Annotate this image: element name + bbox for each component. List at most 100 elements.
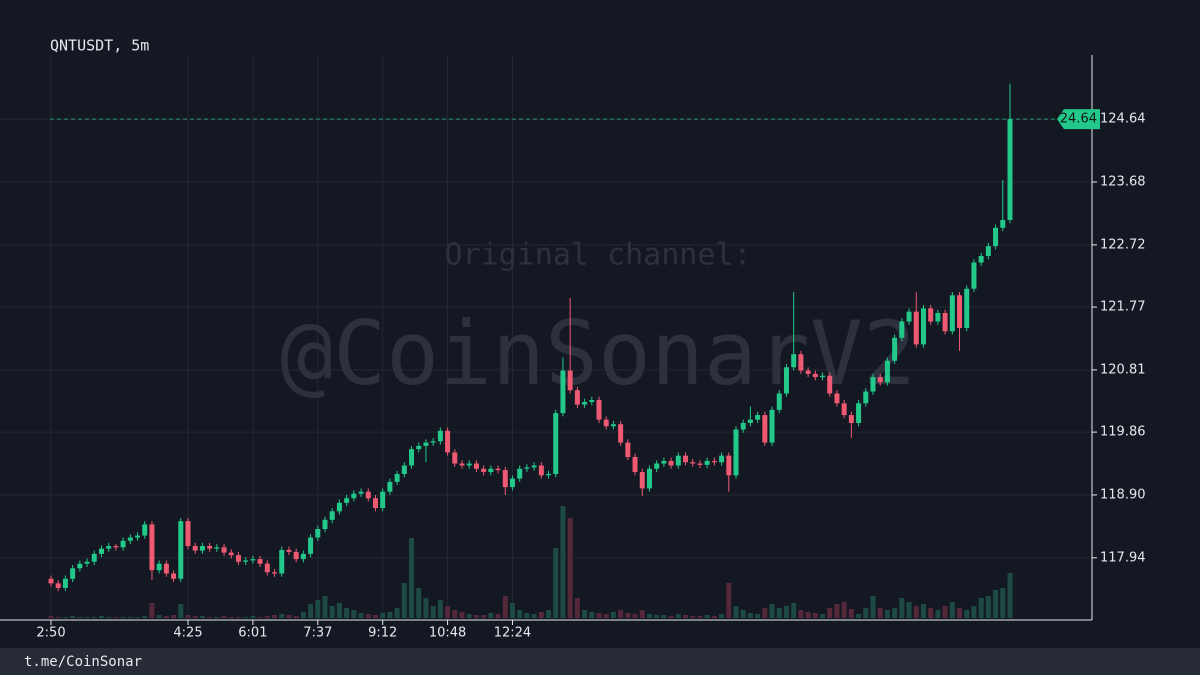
volume-bar (683, 615, 689, 618)
candle-body (654, 463, 660, 469)
candle-body (185, 521, 191, 547)
volume-bar (892, 608, 898, 618)
volume-bar (603, 614, 609, 618)
volume-bar (423, 598, 429, 618)
volume-bar (481, 615, 487, 618)
volume-bar (185, 615, 191, 618)
volume-bar (113, 617, 119, 618)
candle-body (957, 295, 963, 329)
volume-bar (675, 614, 681, 618)
candle-body (329, 511, 335, 520)
volume-bar (928, 608, 934, 618)
footer-link: t.me/CoinSonar (24, 654, 142, 670)
volume-bar (812, 613, 818, 618)
volume-bar (430, 606, 436, 618)
volume-bar (625, 613, 631, 618)
candle-body (437, 430, 443, 442)
candle-body (70, 568, 76, 579)
candle-body (675, 455, 681, 466)
volume-bar (589, 612, 595, 618)
candle-body (884, 360, 890, 383)
candle-body (308, 537, 314, 554)
volume-bar (120, 617, 126, 618)
y-tick-label: 117.94 (1100, 550, 1146, 565)
volume-bar (856, 614, 862, 618)
candle-body (704, 460, 710, 465)
candle-body (942, 312, 948, 332)
candle-body (517, 468, 523, 479)
watermark-line1: Original channel: (444, 238, 751, 273)
volume-bar (704, 615, 710, 618)
candle-body (949, 295, 955, 332)
volume-bar (322, 596, 328, 618)
candle-body (610, 424, 616, 427)
volume-bar (84, 617, 90, 618)
candle-body (546, 474, 552, 476)
candle-body (625, 442, 631, 457)
volume-bar (445, 606, 451, 618)
volume-bar (639, 610, 645, 618)
volume-bar (870, 596, 876, 618)
candle-body (820, 375, 826, 378)
candle-body (286, 549, 292, 552)
volume-bar (98, 616, 104, 618)
chart-title: QNTUSDT, 5m (50, 37, 149, 55)
candle-body (560, 370, 566, 414)
volume-bar (935, 610, 941, 618)
candle-body (856, 403, 862, 423)
volume-bar (711, 616, 717, 618)
volume-bar (171, 615, 177, 618)
volume-bar (127, 617, 133, 618)
candle-body (1000, 219, 1006, 228)
volume-bar (452, 610, 458, 618)
volume-bar (293, 616, 299, 618)
candle-body (827, 375, 833, 394)
candle-body (1007, 119, 1013, 220)
volume-bar (235, 617, 241, 618)
volume-bar (106, 617, 112, 618)
volume-bar (243, 617, 249, 618)
candle-body (841, 403, 847, 416)
candle-body (913, 311, 919, 345)
volume-bar (957, 608, 963, 618)
candle-body (711, 460, 717, 463)
candle-body (502, 470, 508, 488)
candle-body (892, 337, 898, 361)
volume-bar (192, 616, 198, 618)
volume-bar (791, 603, 797, 618)
candle-body (394, 474, 400, 482)
candle-body (199, 546, 205, 551)
candle-body (135, 535, 141, 538)
candle-body (985, 246, 991, 256)
volume-bar (149, 603, 155, 618)
volume-bar (358, 613, 364, 618)
candle-body (322, 519, 328, 529)
volume-bar (985, 596, 991, 618)
candle-body (84, 561, 90, 564)
candle-body (365, 491, 371, 499)
x-tick-label: 7:37 (303, 626, 332, 641)
volume-bar (877, 608, 883, 618)
candle-body (163, 563, 169, 574)
volume-bar (401, 583, 407, 618)
volume-bar (524, 613, 530, 618)
x-tick-label: 12:24 (494, 626, 531, 641)
volume-bar (719, 614, 725, 618)
volume-bar (661, 615, 667, 618)
volume-bar (502, 596, 508, 618)
volume-bar (668, 616, 674, 618)
candle-body (106, 546, 112, 549)
x-tick-label: 9:12 (368, 626, 397, 641)
volume-bar (654, 615, 660, 618)
candle-body (567, 370, 573, 391)
candle-body (553, 413, 559, 475)
volume-bar (199, 616, 205, 618)
volume-bar (531, 614, 537, 618)
volume-bar (416, 588, 422, 618)
volume-bar (538, 612, 544, 618)
candle-body (661, 460, 667, 464)
candle-body (747, 419, 753, 423)
y-tick-label: 124.64 (1100, 112, 1146, 127)
candle-body (430, 441, 436, 443)
volume-bar (207, 617, 213, 618)
